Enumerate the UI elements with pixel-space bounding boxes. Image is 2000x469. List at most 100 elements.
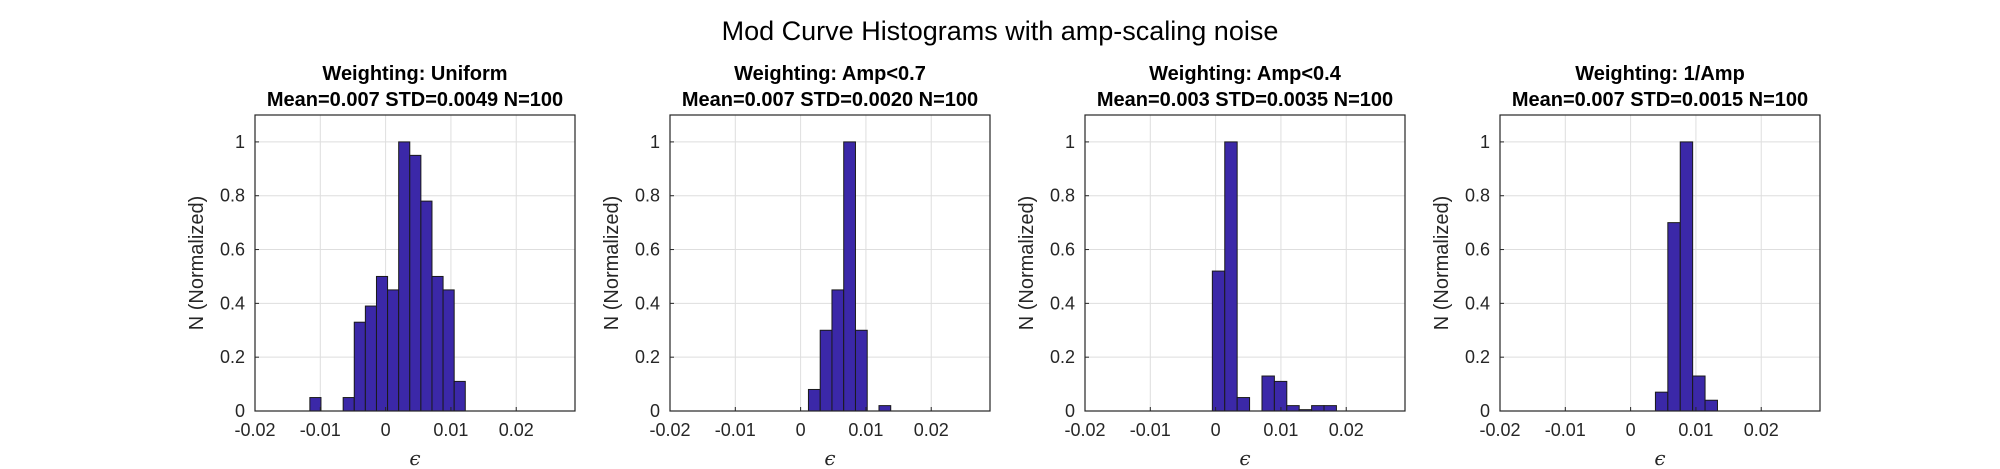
x-tick-label: 0: [796, 420, 806, 440]
x-tick-label: 0.02: [499, 420, 534, 440]
histogram-bar: [353, 321, 366, 412]
histogram-bar: [878, 405, 892, 412]
x-tick-label: -0.01: [715, 420, 756, 440]
histogram-bar: [1286, 405, 1300, 412]
x-tick-label: 0: [381, 420, 391, 440]
axes-box: [1499, 114, 1821, 412]
x-axis-label: ϵ: [824, 446, 835, 469]
y-axis-label: N (Normalized): [186, 196, 208, 330]
plot-area: [1500, 115, 1820, 411]
histogram-bar: [431, 275, 444, 412]
y-axis-label: N (Normalized): [1016, 196, 1038, 330]
y-tick-label: 0.8: [1050, 186, 1075, 206]
panel-title: Weighting: Uniform: [322, 63, 507, 85]
histogram-bar: [420, 200, 433, 412]
figure-title: Mod Curve Histograms with amp-scaling no…: [722, 16, 1279, 46]
histogram-panel-2: -0.02 -0.01 0 0.01 0.02 0 0.2 0.4 0.6 0.8 1 Weighti…: [601, 63, 991, 469]
axes-box: [669, 114, 991, 412]
y-tick-label: 1: [1065, 132, 1075, 152]
histogram-bar: [1323, 405, 1337, 412]
panel-title: Weighting: Amp<0.7: [734, 63, 926, 85]
axes-box: [1084, 114, 1406, 412]
histogram-bar: [1692, 375, 1706, 412]
y-tick-label: 0: [235, 401, 245, 421]
histogram-panel-1: -0.02 -0.01 0 0.01 0.02 0 0.2 0.4 0.6 0.8 1 Weighti…: [186, 63, 576, 469]
axes-box: [254, 114, 576, 412]
y-tick-label: 0.2: [220, 347, 245, 367]
x-tick-label: 0.01: [1678, 420, 1713, 440]
y-tick-label: 0: [1065, 401, 1075, 421]
histogram-panel-4: -0.02 -0.01 0 0.01 0.02 0 0.2 0.4 0.6 0.8 1 Weighti…: [1431, 63, 1821, 469]
y-tick-label: 0.6: [635, 240, 660, 260]
histogram-bar: [831, 289, 845, 412]
histogram-panel-3: -0.02 -0.01 0 0.01 0.02 0 0.2 0.4 0.6 0.8 1 Weighti…: [1016, 63, 1406, 469]
x-tick-label: 0.01: [433, 420, 468, 440]
histogram-bar: [819, 329, 833, 412]
histogram-bar: [1211, 270, 1226, 412]
y-tick-label: 0.4: [220, 293, 245, 313]
panel-title: Weighting: 1/Amp: [1575, 63, 1745, 85]
x-tick-label: -0.02: [234, 420, 275, 440]
x-axis-label: ϵ: [409, 446, 420, 469]
histogram-bar: [1261, 375, 1275, 412]
y-tick-label: 0.4: [635, 293, 660, 313]
histogram-bar: [1679, 141, 1694, 412]
y-axis-label: N (Normalized): [601, 196, 623, 330]
panel-stats: Mean=0.007 STD=0.0020 N=100: [682, 89, 978, 111]
y-tick-label: 1: [235, 132, 245, 152]
histogram-bar: [807, 388, 821, 412]
histogram-bar: [1667, 222, 1681, 412]
histogram-bar: [442, 289, 455, 412]
x-tick-label: -0.01: [1130, 420, 1171, 440]
x-tick-label: 0.02: [914, 420, 949, 440]
histogram-bar: [342, 397, 355, 412]
x-tick-label: -0.02: [649, 420, 690, 440]
histogram-bar: [398, 141, 411, 412]
histogram-bar: [375, 275, 389, 412]
x-tick-label: 0.02: [1744, 420, 1779, 440]
x-axis-label: ϵ: [1654, 446, 1665, 469]
y-tick-label: 0.6: [220, 240, 245, 260]
y-tick-label: 0.4: [1465, 293, 1490, 313]
panel-stats: Mean=0.007 STD=0.0049 N=100: [267, 89, 563, 111]
x-axis-label: ϵ: [1239, 446, 1250, 469]
x-tick-label: 0: [1211, 420, 1221, 440]
y-tick-label: 0.6: [1050, 240, 1075, 260]
histogram-bar: [364, 305, 377, 412]
y-tick-label: 0.2: [1465, 347, 1490, 367]
x-tick-label: -0.01: [1545, 420, 1586, 440]
panels: -0.02 -0.01 0 0.01 0.02 0 0.2 0.4 0.6 0.8 1 Weighti…: [186, 63, 1821, 469]
y-tick-label: 1: [650, 132, 660, 152]
x-tick-label: 0.01: [1263, 420, 1298, 440]
y-tick-label: 0.8: [1465, 186, 1490, 206]
histogram-bar: [1273, 380, 1288, 412]
histogram-bar: [843, 141, 856, 412]
panel-stats: Mean=0.007 STD=0.0015 N=100: [1512, 89, 1808, 111]
x-tick-label: 0: [1626, 420, 1636, 440]
panel-title: Weighting: Amp<0.4: [1149, 63, 1342, 85]
x-tick-label: -0.02: [1479, 420, 1520, 440]
histogram-bar: [1654, 391, 1669, 412]
histogram-bar: [409, 154, 422, 412]
y-tick-label: 0: [650, 401, 660, 421]
histogram-bar: [1224, 141, 1238, 412]
y-tick-label: 0: [1480, 401, 1490, 421]
x-tick-label: 0.01: [848, 420, 883, 440]
y-axis-label: N (Normalized): [1431, 196, 1453, 330]
y-tick-label: 0.4: [1050, 293, 1075, 313]
histogram-bar: [1704, 399, 1718, 412]
panel-stats: Mean=0.003 STD=0.0035 N=100: [1097, 89, 1393, 111]
y-tick-label: 0.8: [220, 186, 245, 206]
y-tick-label: 0.8: [635, 186, 660, 206]
histogram-bar: [387, 289, 400, 412]
histogram-bar: [854, 329, 868, 412]
histogram-bar: [1236, 397, 1251, 412]
y-tick-label: 0.2: [1050, 347, 1075, 367]
y-tick-label: 1: [1480, 132, 1490, 152]
histogram-bar: [453, 380, 466, 412]
histogram-bar: [1311, 405, 1325, 412]
x-tick-label: 0.02: [1329, 420, 1364, 440]
x-tick-label: -0.01: [300, 420, 341, 440]
x-tick-label: -0.02: [1064, 420, 1105, 440]
